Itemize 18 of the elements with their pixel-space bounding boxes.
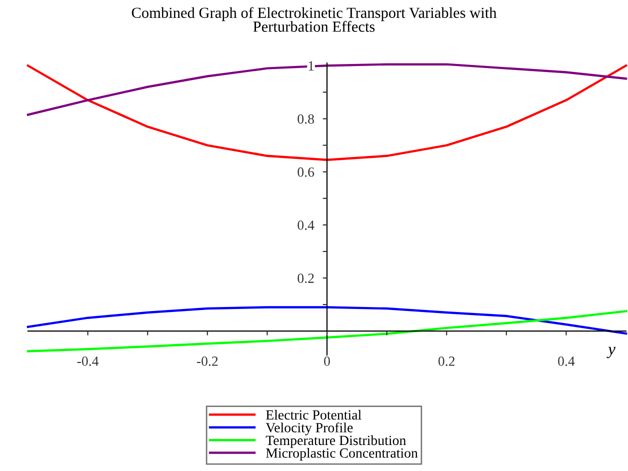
x-tick-label: -0.4: [77, 356, 99, 366]
x-tick-label: 0: [324, 356, 330, 366]
y-tick-label: 0.2: [298, 274, 314, 284]
y-tick-label: 0.6: [298, 167, 314, 177]
y-tick-label: 0.4: [298, 220, 314, 230]
legend-label: Electric Potential: [266, 410, 362, 420]
legend-label: Microplastic Concentration: [266, 448, 418, 461]
y-tick-label: 0.8: [298, 114, 314, 124]
x-axis-title: y: [606, 346, 616, 358]
x-tick-label: -0.2: [196, 356, 218, 366]
legend-label: Temperature Distribution: [266, 435, 406, 448]
x-tick-label: 0.4: [558, 356, 575, 366]
line-series: [26, 63, 628, 116]
y-tick-label: 1: [308, 61, 314, 70]
chart-title: Combined Graph of Electrokinetic Transport Variables with Perturbation Effects: [132, 7, 497, 32]
legend-label: Velocity Profile: [266, 422, 353, 436]
x-tick-label: 0.2: [438, 356, 455, 366]
line-series: [26, 306, 628, 335]
